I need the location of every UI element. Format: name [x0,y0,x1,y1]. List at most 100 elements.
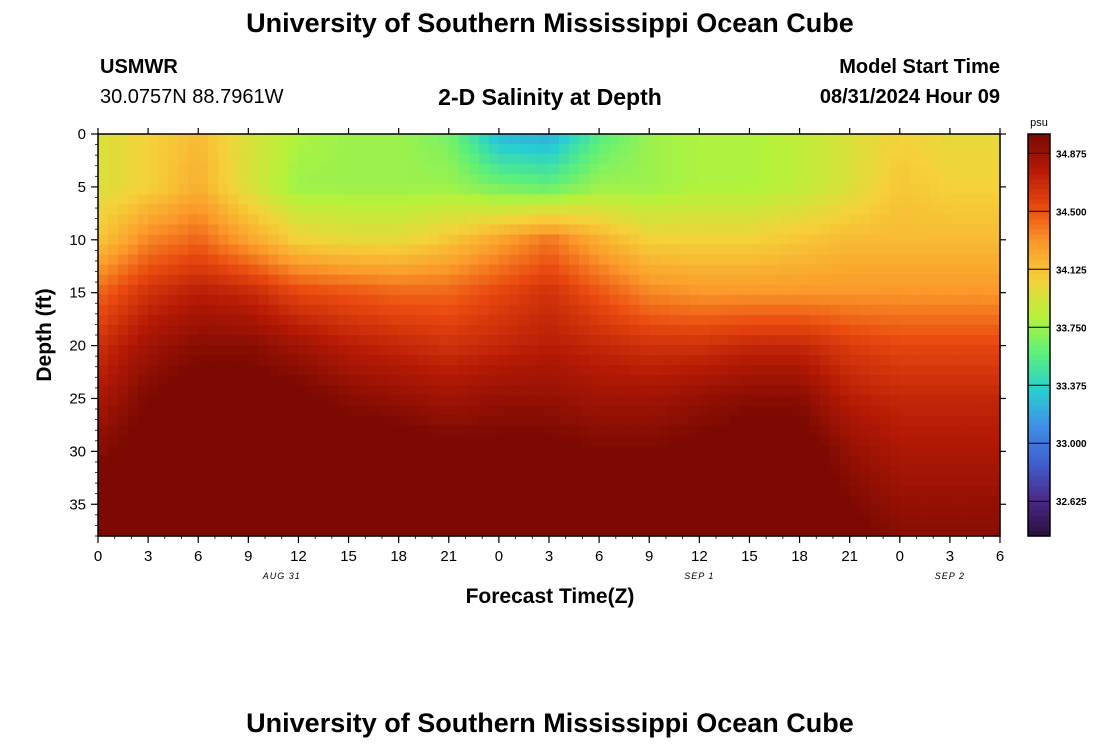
heatmap-cell [408,324,420,336]
heatmap-cell [929,465,941,477]
heatmap-cell [468,224,480,236]
heatmap-cell [629,485,640,497]
heatmap-cell [589,184,600,195]
heatmap-cell [819,515,831,527]
heatmap-cell [418,144,430,155]
heatmap-cell [829,465,841,477]
heatmap-cell [328,445,340,457]
heatmap-cell [168,515,179,527]
heatmap-cell [729,395,741,406]
heatmap-cell [829,294,841,306]
heatmap-cell [879,234,891,246]
heatmap-cell [569,144,580,155]
heatmap-cell [428,304,440,316]
heatmap-cell [488,134,500,145]
heatmap-cell [769,525,781,537]
heatmap-cell [559,274,570,286]
heatmap-cell [659,435,670,447]
heatmap-cell [869,214,881,226]
heatmap-cell [398,485,410,497]
heatmap-cell [689,525,700,537]
heatmap-cell [979,375,991,386]
heatmap-cell [198,204,209,215]
heatmap-cell [138,264,149,276]
heatmap-cell [538,234,550,246]
heatmap-cell [689,274,700,286]
heatmap-cell [589,335,600,346]
heatmap-cell [659,194,670,205]
heatmap-cell [909,264,921,276]
colorbar-segment [1028,380,1050,386]
heatmap-cell [478,314,490,326]
heatmap-cell [689,284,700,296]
heatmap-cell [759,365,771,376]
heatmap-cell [538,355,550,366]
heatmap-cell [388,515,400,527]
heatmap-cell [368,264,380,276]
heatmap-cell [929,154,941,165]
heatmap-cell [358,355,370,366]
heatmap-cell [198,164,209,175]
heatmap-cell [959,525,971,537]
heatmap-cell [949,415,961,427]
heatmap-cell [338,415,350,427]
heatmap-cell [669,244,680,256]
heatmap-cell [538,294,550,306]
heatmap-cell [579,264,590,276]
heatmap-cell [128,274,139,286]
heatmap-cell [498,284,510,296]
heatmap-cell [839,475,851,487]
heatmap-cell [148,254,159,266]
heatmap-cell [959,515,971,527]
heatmap-cell [799,525,811,537]
heatmap-cell [739,284,751,296]
heatmap-cell [278,254,290,266]
heatmap-cell [108,375,119,386]
heatmap-cell [168,375,179,386]
heatmap-cell [338,144,350,155]
heatmap-cell [138,405,149,416]
heatmap-cell [579,345,590,356]
heatmap-cell [538,495,550,507]
heatmap-cell [639,174,650,185]
heatmap-cell [368,355,380,366]
heatmap-cell [318,234,330,246]
heatmap-cell [959,264,971,276]
heatmap-cell [709,214,720,226]
heatmap-cell [238,264,249,276]
heatmap-cell [488,204,500,215]
heatmap-cell [438,525,450,537]
heatmap-cell [549,204,560,215]
heatmap-cell [318,154,330,165]
heatmap-cell [398,425,410,437]
heatmap-cell [629,144,640,155]
heatmap-cell [488,465,500,477]
heatmap-cell [518,485,530,497]
heatmap-cell [158,174,169,185]
heatmap-cell [358,435,370,447]
heatmap-cell [609,154,620,165]
heatmap-cell [669,294,680,306]
heatmap-cell [559,184,570,195]
heatmap-cell [739,294,751,306]
heatmap-cell [839,445,851,457]
heatmap-cell [388,234,400,246]
heatmap-cell [719,485,730,497]
heatmap-cell [488,174,500,185]
heatmap-cell [979,495,991,507]
heatmap-cell [448,304,460,316]
heatmap-cell [478,345,490,356]
heatmap-cell [118,244,129,256]
heatmap-cell [709,304,720,316]
heatmap-cell [819,204,831,215]
heatmap-cell [168,224,179,236]
heatmap-cell [579,244,590,256]
heatmap-cell [939,415,951,427]
heatmap-cell [268,314,279,326]
heatmap-cell [949,224,961,236]
heatmap-cell [839,395,851,406]
heatmap-cell [689,214,700,226]
heatmap-cell [338,395,350,406]
heatmap-cell [989,184,1001,195]
heatmap-cell [418,485,430,497]
